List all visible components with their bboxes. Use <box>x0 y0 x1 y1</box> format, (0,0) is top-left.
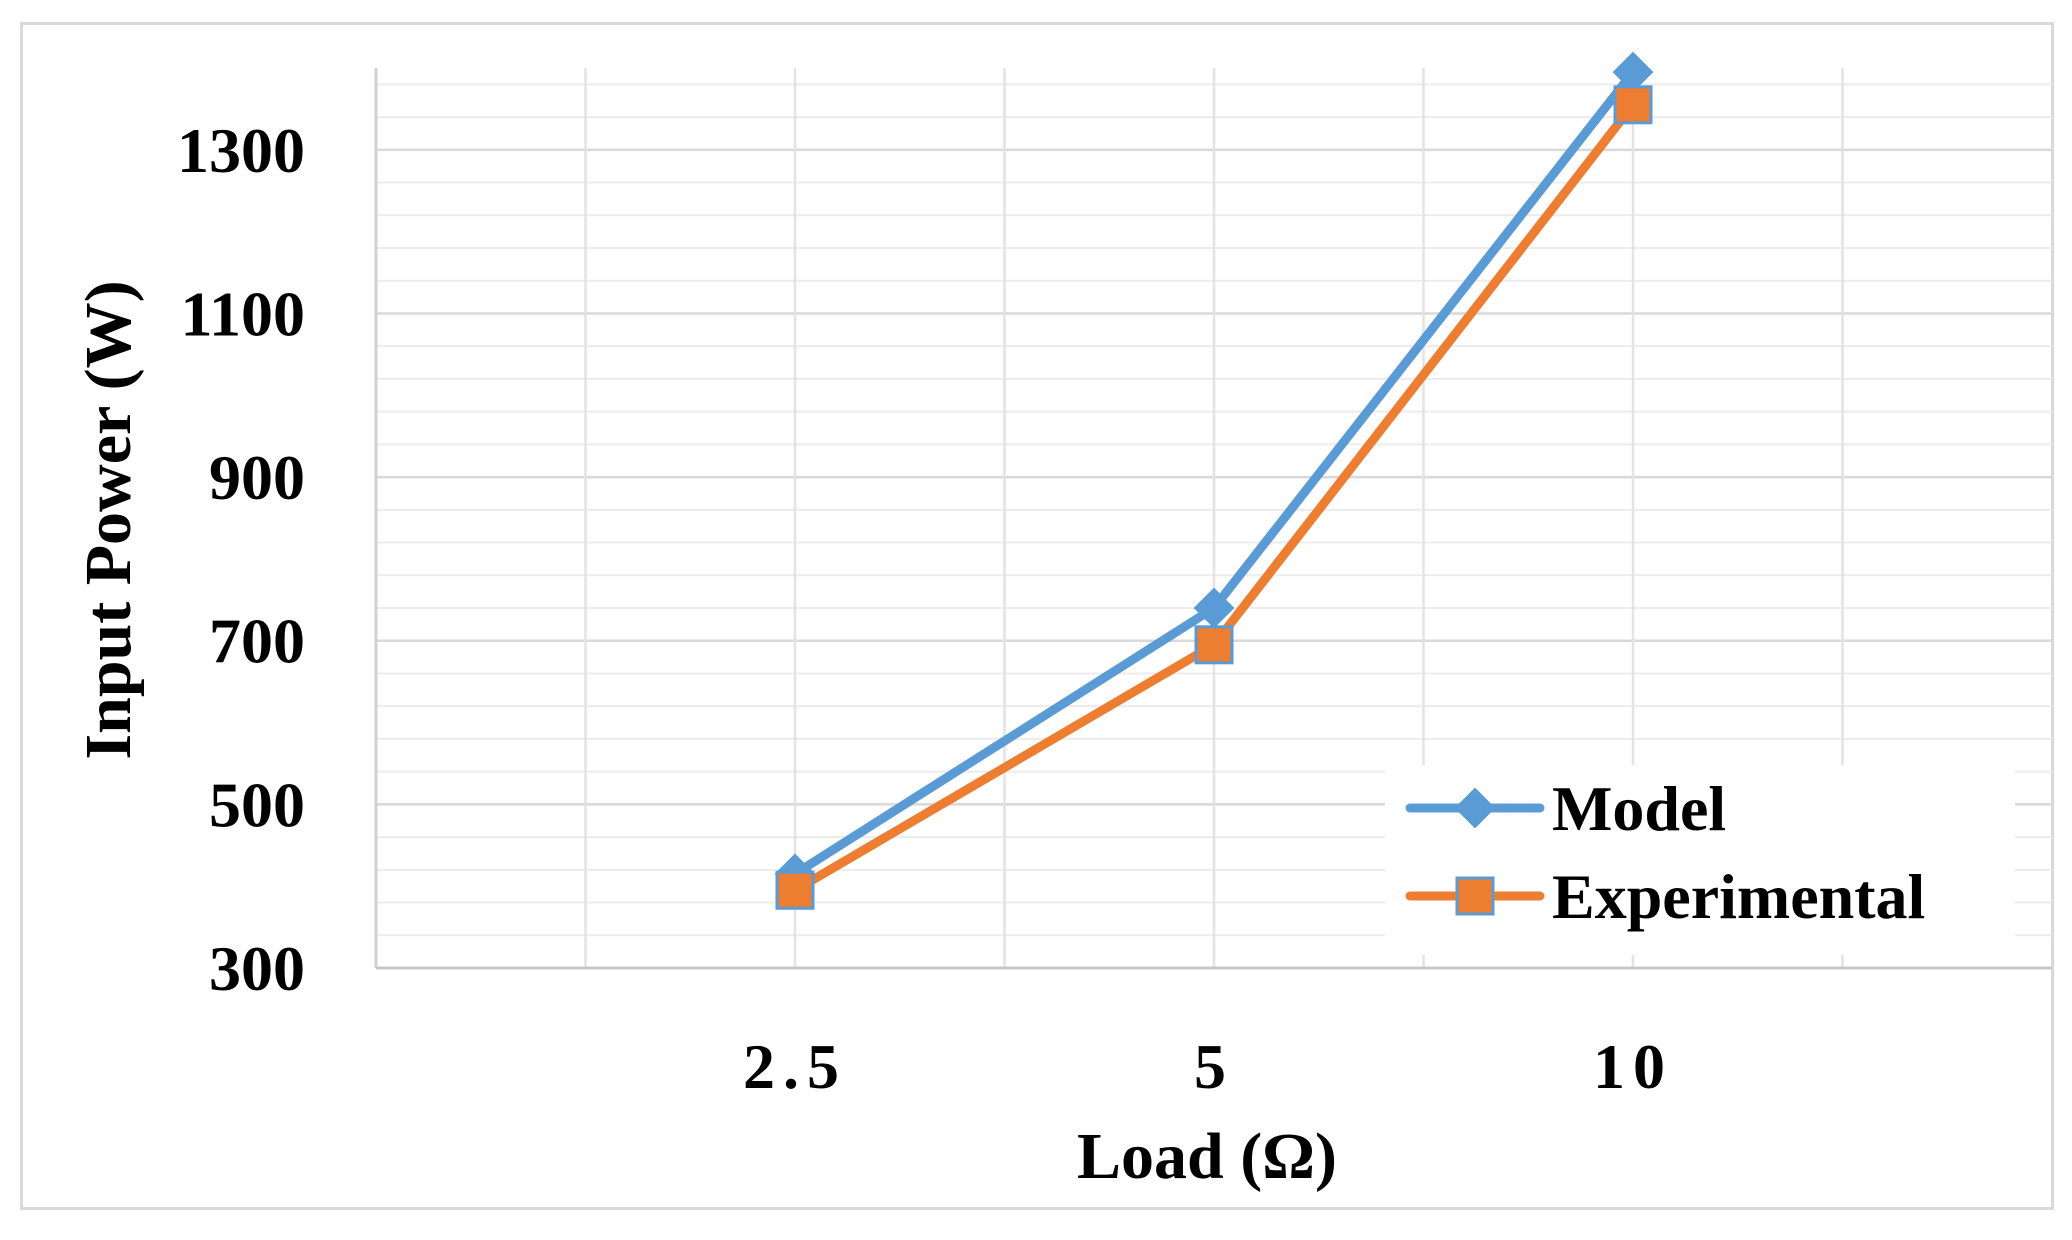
experimental-marker <box>1613 85 1653 125</box>
x-tick-label: 2.5 <box>743 1031 847 1102</box>
model-legend-marker <box>1454 787 1496 829</box>
series-markers <box>774 51 1654 910</box>
experimental-marker <box>1194 625 1234 665</box>
y-tick-label: 300 <box>209 933 305 1004</box>
y-tick-label: 900 <box>209 442 305 513</box>
x-tick-label: 5 <box>1194 1031 1234 1102</box>
experimental-legend-marker <box>1455 876 1495 916</box>
experimental-marker <box>775 870 815 910</box>
y-tick-label: 700 <box>209 606 305 677</box>
x-tick-label: 10 <box>1593 1031 1673 1102</box>
legend-background <box>1385 765 2015 955</box>
y-axis-title: Input Power (W) <box>72 280 145 759</box>
model-legend-label: Model <box>1552 773 1726 844</box>
y-tick-label: 1300 <box>177 115 305 186</box>
chart-frame <box>20 22 2054 1210</box>
axes <box>374 68 2052 970</box>
experimental-legend-label: Experimental <box>1552 861 1925 932</box>
legend: Model Experimental <box>1385 765 2015 955</box>
y-tick-label: 1100 <box>181 278 305 349</box>
x-axis-title: Load (Ω) <box>1077 1120 1337 1193</box>
tick-labels: 300 500 700 900 1100 1300 2.5 5 10 <box>177 115 1673 1102</box>
y-tick-label: 500 <box>209 769 305 840</box>
